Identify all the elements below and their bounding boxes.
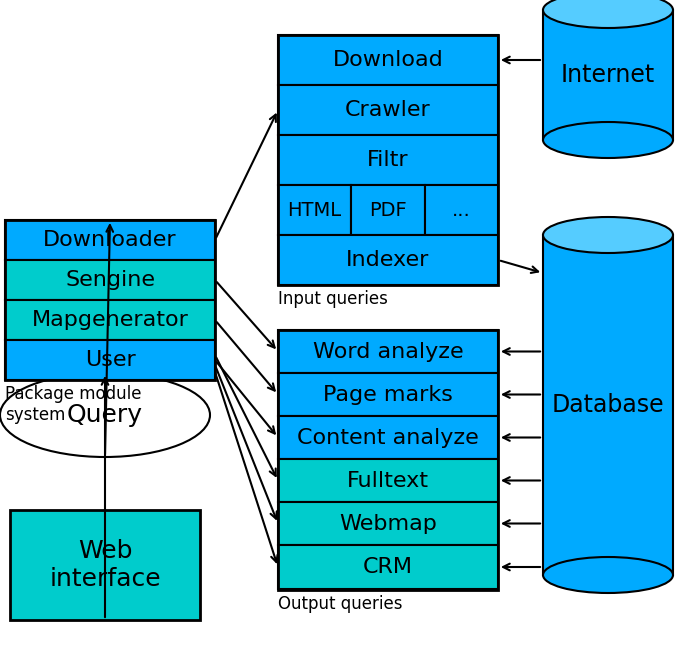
Bar [278, 235, 498, 285]
Ellipse shape [543, 0, 673, 28]
Bar [278, 185, 352, 235]
Text: Internet: Internet [561, 63, 655, 87]
Bar [10, 510, 200, 620]
Bar [278, 135, 498, 185]
Text: Database: Database [552, 393, 664, 417]
Text: Download: Download [332, 50, 443, 70]
Bar [543, 10, 673, 140]
Bar [5, 220, 215, 260]
Bar [278, 330, 498, 590]
Bar [5, 300, 215, 340]
Bar [278, 416, 498, 459]
Ellipse shape [543, 217, 673, 253]
Bar [278, 545, 498, 589]
Text: Package module
system: Package module system [5, 385, 142, 424]
Text: Page marks: Page marks [323, 384, 453, 404]
Bar [5, 220, 215, 380]
Text: HTML: HTML [287, 200, 342, 220]
Text: Query: Query [67, 403, 143, 427]
Bar [352, 185, 425, 235]
Text: CRM: CRM [363, 557, 413, 577]
Ellipse shape [0, 373, 210, 457]
Text: Input queries: Input queries [278, 290, 388, 308]
Text: Content analyze: Content analyze [297, 428, 479, 448]
Text: Filtr: Filtr [367, 150, 409, 170]
Bar [5, 340, 215, 380]
Bar [278, 330, 498, 373]
Bar [278, 502, 498, 545]
Text: Fulltext: Fulltext [347, 470, 429, 490]
Text: Word analyze: Word analyze [313, 342, 463, 362]
Bar [278, 373, 498, 416]
Text: Web
interface: Web interface [49, 539, 161, 591]
Text: Downloader: Downloader [43, 230, 176, 250]
Ellipse shape [543, 557, 673, 593]
Text: Indexer: Indexer [346, 250, 430, 270]
Text: ...: ... [452, 200, 471, 220]
Bar [425, 185, 498, 235]
Text: Sengine: Sengine [65, 270, 155, 290]
Text: Webmap: Webmap [339, 514, 437, 534]
Ellipse shape [543, 122, 673, 158]
Text: User: User [85, 350, 135, 370]
Text: Mapgenerator: Mapgenerator [31, 310, 188, 330]
Bar [5, 260, 215, 300]
Bar [278, 459, 498, 502]
Bar [278, 35, 498, 285]
Text: PDF: PDF [369, 200, 407, 220]
Text: Output queries: Output queries [278, 595, 402, 613]
Bar [543, 235, 673, 575]
Text: Crawler: Crawler [345, 100, 431, 120]
Bar [278, 85, 498, 135]
Bar [278, 35, 498, 85]
